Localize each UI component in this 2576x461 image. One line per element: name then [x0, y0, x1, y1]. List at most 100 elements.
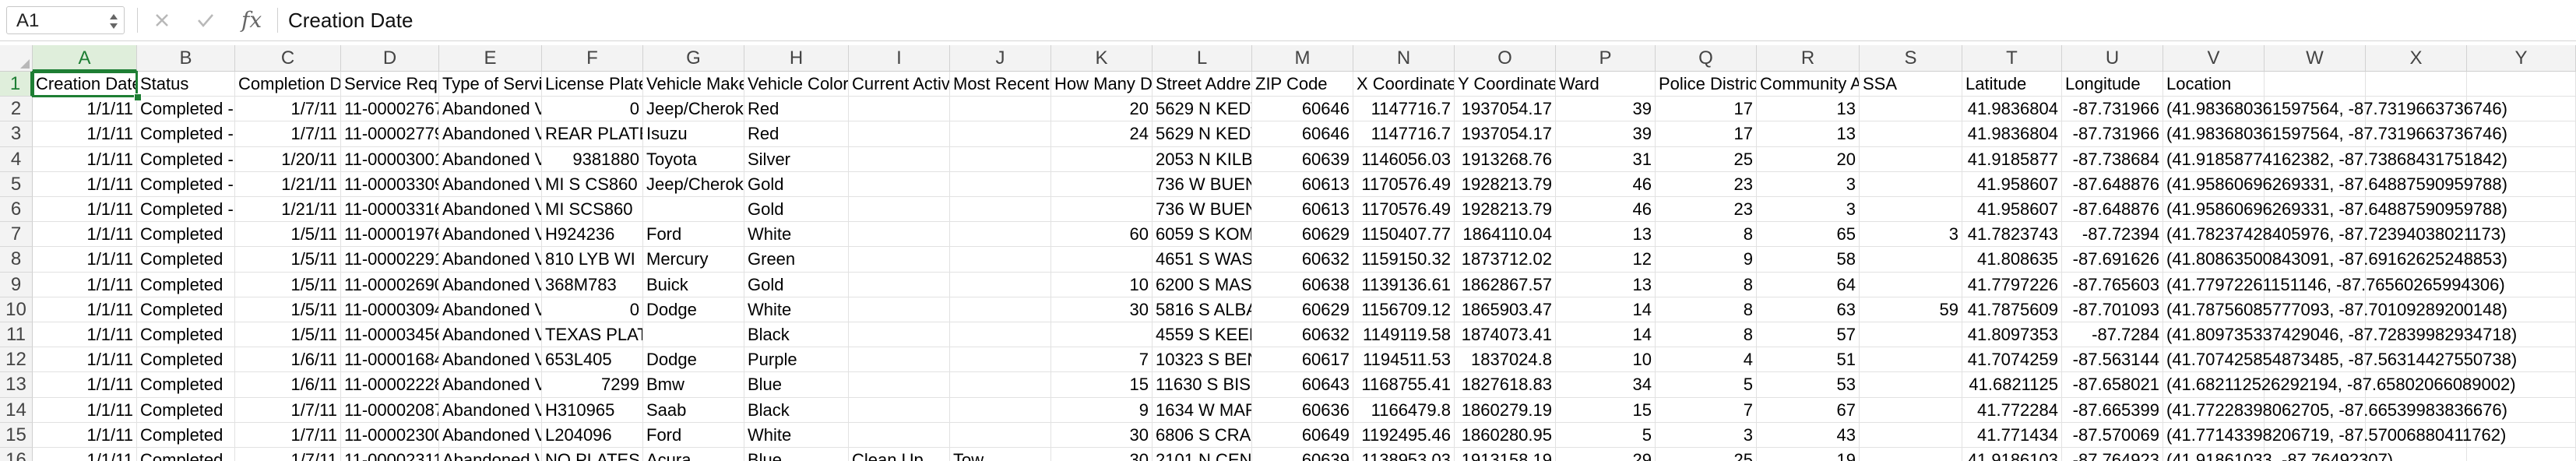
column-header-r[interactable]: R: [1757, 45, 1860, 72]
row-header-4[interactable]: 4: [0, 146, 33, 172]
column-header-b[interactable]: B: [137, 45, 235, 72]
data-cell[interactable]: 10: [1556, 347, 1656, 373]
data-cell[interactable]: [950, 422, 1051, 448]
data-cell[interactable]: Buick: [643, 272, 744, 297]
data-cell[interactable]: Abandoned Vehicle: [439, 222, 542, 248]
data-cell[interactable]: Abandoned Vehicle: [439, 448, 542, 461]
data-cell[interactable]: [2265, 222, 2366, 248]
data-cell[interactable]: 9381880: [542, 146, 643, 172]
data-cell[interactable]: 1937054.17: [1455, 97, 1556, 122]
data-cell[interactable]: Red: [744, 97, 849, 122]
data-cell[interactable]: [950, 222, 1051, 248]
column-header-u[interactable]: U: [2062, 45, 2163, 72]
data-cell[interactable]: [2366, 247, 2467, 273]
data-cell[interactable]: 23: [1656, 171, 1757, 197]
data-cell[interactable]: [849, 372, 950, 398]
data-cell[interactable]: [849, 197, 950, 223]
row-header-2[interactable]: 2: [0, 97, 33, 122]
data-cell[interactable]: 6200 S MASSASOIT: [1153, 272, 1252, 297]
data-cell[interactable]: (41.95860696269331, -87.64887590959788): [2163, 197, 2507, 223]
data-cell[interactable]: 1/1/11: [33, 272, 137, 297]
select-all-corner[interactable]: [0, 45, 33, 72]
header-cell[interactable]: Completion Date: [235, 72, 341, 97]
header-cell[interactable]: Ward: [1556, 72, 1656, 97]
data-cell[interactable]: Toyota: [643, 146, 744, 172]
column-header-h[interactable]: H: [744, 45, 849, 72]
data-cell[interactable]: 53: [1757, 372, 1860, 398]
data-cell[interactable]: -87.570069: [2062, 422, 2163, 448]
data-cell[interactable]: 14: [1556, 322, 1656, 348]
data-cell[interactable]: 1/1/11: [33, 397, 137, 423]
row-header-16[interactable]: 16: [0, 448, 33, 461]
row-header-13[interactable]: 13: [0, 372, 33, 398]
data-cell[interactable]: 2053 N KILBOURN: [1153, 146, 1252, 172]
data-cell[interactable]: 1865903.47: [1455, 297, 1556, 322]
data-cell[interactable]: (41.809735337429046, -87.72839982934718): [2163, 322, 2517, 348]
column-header-o[interactable]: O: [1455, 45, 1556, 72]
header-cell[interactable]: Vehicle Color: [744, 72, 849, 97]
row-header-8[interactable]: 8: [0, 247, 33, 273]
data-cell[interactable]: 1166479.8: [1353, 397, 1455, 423]
data-cell[interactable]: 1/7/11: [235, 397, 341, 423]
data-cell[interactable]: Tow: [950, 448, 1051, 461]
data-cell[interactable]: Gold: [744, 197, 849, 223]
data-cell[interactable]: [2265, 121, 2366, 147]
data-cell[interactable]: Abandoned Vehicle: [439, 247, 542, 273]
data-cell[interactable]: [2366, 422, 2467, 448]
header-cell[interactable]: SSA: [1860, 72, 1962, 97]
data-cell[interactable]: [2265, 197, 2366, 223]
data-cell[interactable]: 736 W BUENA: [1153, 197, 1252, 223]
header-cell[interactable]: Community Area: [1757, 72, 1860, 97]
data-cell[interactable]: [950, 247, 1051, 273]
confirm-icon[interactable]: [193, 8, 218, 33]
data-cell[interactable]: 3: [1757, 171, 1860, 197]
data-cell[interactable]: -87.731966: [2062, 121, 2163, 147]
data-cell[interactable]: (41.80863500843091, -87.69162625248853): [2163, 247, 2507, 273]
data-cell[interactable]: 1860279.19: [1455, 397, 1556, 423]
data-cell[interactable]: 46: [1556, 171, 1656, 197]
data-cell[interactable]: 4: [1656, 347, 1757, 373]
column-header-k[interactable]: K: [1051, 45, 1153, 72]
row-header-9[interactable]: 9: [0, 272, 33, 297]
data-cell[interactable]: [1860, 146, 1962, 172]
data-cell[interactable]: [1860, 322, 1962, 348]
data-cell[interactable]: 11-00002767: [341, 97, 439, 122]
data-cell[interactable]: 11-00003094: [341, 297, 439, 322]
data-cell[interactable]: 1192495.46: [1353, 422, 1455, 448]
data-cell[interactable]: 1937054.17: [1455, 121, 1556, 147]
header-cell[interactable]: Latitude: [1962, 72, 2062, 97]
data-cell[interactable]: 17: [1656, 121, 1757, 147]
data-cell[interactable]: [950, 197, 1051, 223]
data-cell[interactable]: Completed - Dup: [137, 121, 235, 147]
data-cell[interactable]: [2265, 146, 2366, 172]
data-cell[interactable]: 60629: [1252, 297, 1353, 322]
data-cell[interactable]: Completed - Dup: [137, 146, 235, 172]
data-cell[interactable]: 41.6821125: [1962, 372, 2062, 398]
data-cell[interactable]: Completed: [137, 222, 235, 248]
data-cell[interactable]: 23: [1656, 197, 1757, 223]
data-cell[interactable]: [1860, 347, 1962, 373]
data-cell[interactable]: REAR PLATE: [542, 121, 643, 147]
data-cell[interactable]: Completed - Dup: [137, 197, 235, 223]
data-cell[interactable]: 13: [1556, 272, 1656, 297]
data-cell[interactable]: [1860, 372, 1962, 398]
data-cell[interactable]: [950, 97, 1051, 122]
data-cell[interactable]: 20: [1051, 97, 1153, 122]
data-cell[interactable]: 60646: [1252, 121, 1353, 147]
data-cell[interactable]: [849, 347, 950, 373]
row-header-10[interactable]: 10: [0, 297, 33, 322]
data-cell[interactable]: Gold: [744, 272, 849, 297]
data-cell[interactable]: Dodge: [643, 347, 744, 373]
data-cell[interactable]: [849, 97, 950, 122]
data-cell[interactable]: 1170576.49: [1353, 171, 1455, 197]
data-cell[interactable]: [2467, 146, 2576, 172]
data-cell[interactable]: 1/7/11: [235, 121, 341, 147]
data-cell[interactable]: 1/1/11: [33, 347, 137, 373]
data-cell[interactable]: [2366, 347, 2467, 373]
data-cell[interactable]: [1860, 247, 1962, 273]
data-cell[interactable]: 41.7797226: [1962, 272, 2062, 297]
name-box[interactable]: A1: [6, 6, 125, 34]
data-cell[interactable]: White: [744, 422, 849, 448]
data-cell[interactable]: 1147716.7: [1353, 97, 1455, 122]
data-cell[interactable]: Completed: [137, 322, 235, 348]
